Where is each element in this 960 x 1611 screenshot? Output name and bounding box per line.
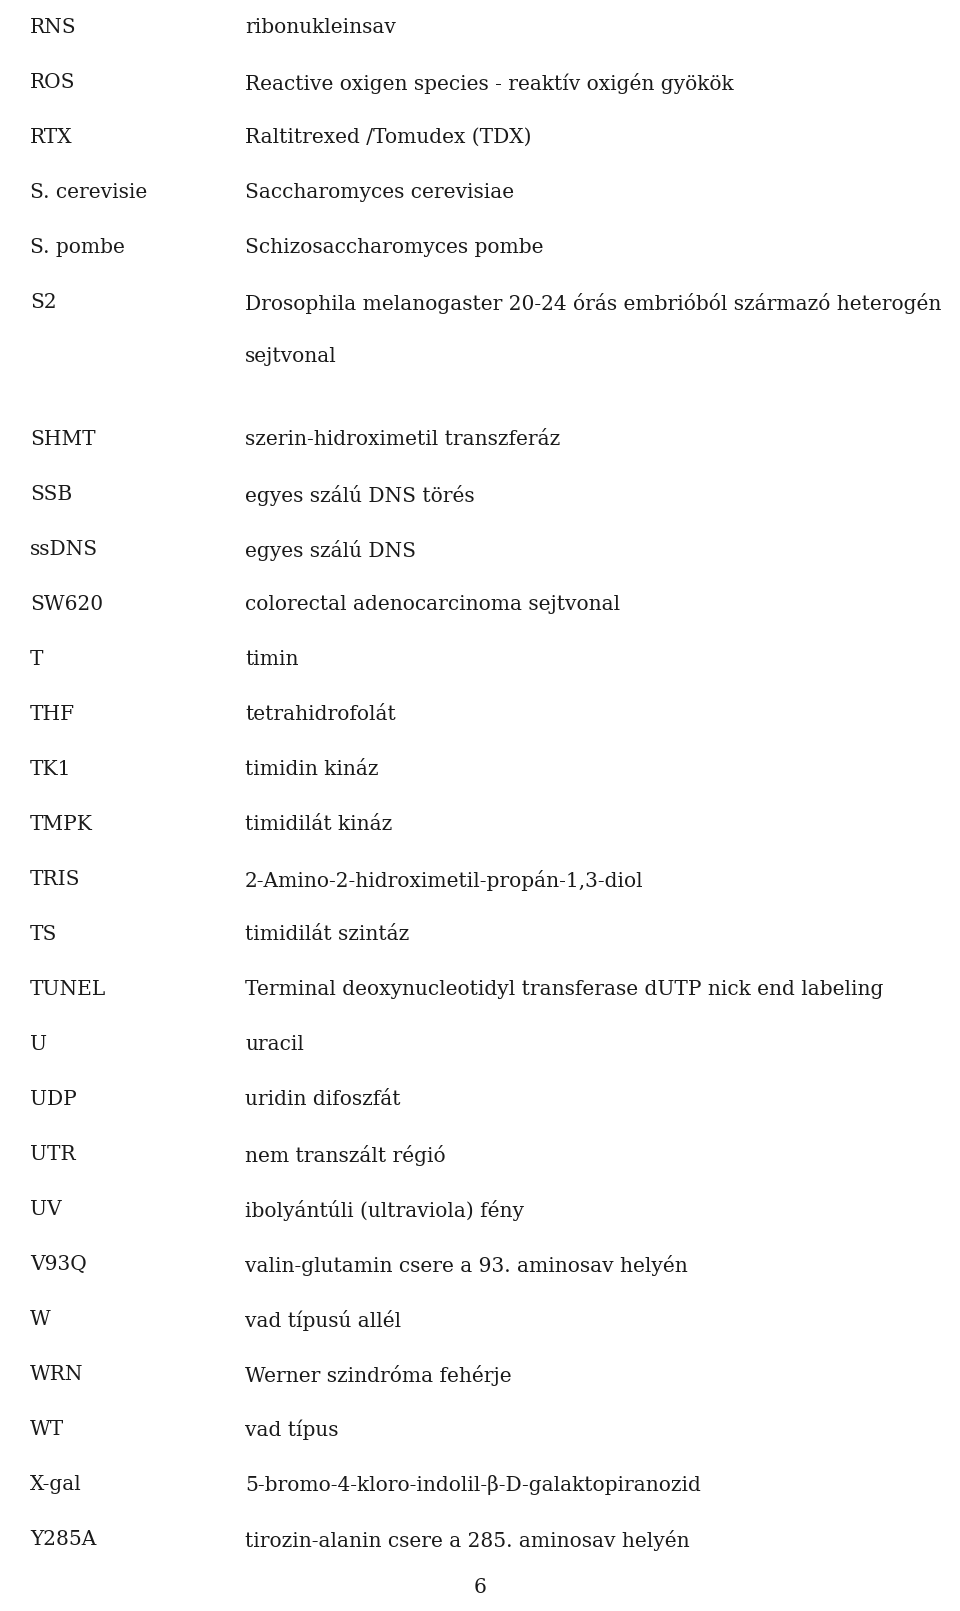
Text: V93Q: V93Q: [30, 1255, 86, 1274]
Text: Reactive oxigen species - reaktív oxigén gyökök: Reactive oxigen species - reaktív oxigén…: [245, 72, 733, 93]
Text: timidilát szintáz: timidilát szintáz: [245, 925, 409, 944]
Text: UTR: UTR: [30, 1145, 76, 1165]
Text: U: U: [30, 1034, 47, 1054]
Text: ROS: ROS: [30, 72, 76, 92]
Text: 6: 6: [473, 1579, 487, 1597]
Text: ribonukleinsav: ribonukleinsav: [245, 18, 396, 37]
Text: vad típus: vad típus: [245, 1419, 339, 1440]
Text: timidilát kináz: timidilát kináz: [245, 815, 393, 834]
Text: ssDNS: ssDNS: [30, 540, 98, 559]
Text: vad típusú allél: vad típusú allél: [245, 1310, 401, 1331]
Text: UV: UV: [30, 1200, 61, 1220]
Text: valin-glutamin csere a 93. aminosav helyén: valin-glutamin csere a 93. aminosav hely…: [245, 1255, 687, 1276]
Text: W: W: [30, 1310, 51, 1329]
Text: TK1: TK1: [30, 760, 71, 780]
Text: SHMT: SHMT: [30, 430, 96, 449]
Text: egyes szálú DNS: egyes szálú DNS: [245, 540, 416, 561]
Text: WRN: WRN: [30, 1365, 84, 1384]
Text: Terminal deoxynucleotidyl transferase dUTP nick end labeling: Terminal deoxynucleotidyl transferase dU…: [245, 979, 883, 999]
Text: tetrahidrofolát: tetrahidrofolát: [245, 706, 396, 723]
Text: S2: S2: [30, 293, 57, 313]
Text: SSB: SSB: [30, 485, 72, 504]
Text: Raltitrexed /Tomudex (TDX): Raltitrexed /Tomudex (TDX): [245, 127, 532, 147]
Text: sejtvonal: sejtvonal: [245, 346, 337, 366]
Text: T: T: [30, 649, 43, 669]
Text: 2-Amino-2-hidroximetil-propán-1,3-diol: 2-Amino-2-hidroximetil-propán-1,3-diol: [245, 870, 643, 891]
Text: TRIS: TRIS: [30, 870, 81, 889]
Text: RTX: RTX: [30, 127, 73, 147]
Text: S. pombe: S. pombe: [30, 238, 125, 258]
Text: nem transzált régió: nem transzált régió: [245, 1145, 445, 1166]
Text: RNS: RNS: [30, 18, 77, 37]
Text: Saccharomyces cerevisiae: Saccharomyces cerevisiae: [245, 184, 515, 201]
Text: Schizosaccharomyces pombe: Schizosaccharomyces pombe: [245, 238, 543, 258]
Text: TUNEL: TUNEL: [30, 979, 107, 999]
Text: UDP: UDP: [30, 1091, 77, 1108]
Text: ibolyántúli (ultraviola) fény: ibolyántúli (ultraviola) fény: [245, 1200, 524, 1221]
Text: Werner szindróma fehérje: Werner szindróma fehérje: [245, 1365, 512, 1385]
Text: uridin difoszfát: uridin difoszfát: [245, 1091, 400, 1108]
Text: TMPK: TMPK: [30, 815, 93, 834]
Text: egyes szálú DNS törés: egyes szálú DNS törés: [245, 485, 474, 506]
Text: S. cerevisie: S. cerevisie: [30, 184, 147, 201]
Text: TS: TS: [30, 925, 58, 944]
Text: SW620: SW620: [30, 594, 103, 614]
Text: 5-bromo-4-kloro-indolil-β-D-galaktopiranozid: 5-bromo-4-kloro-indolil-β-D-galaktopiran…: [245, 1476, 701, 1495]
Text: colorectal adenocarcinoma sejtvonal: colorectal adenocarcinoma sejtvonal: [245, 594, 620, 614]
Text: timin: timin: [245, 649, 299, 669]
Text: uracil: uracil: [245, 1034, 304, 1054]
Text: WT: WT: [30, 1419, 64, 1439]
Text: tirozin-alanin csere a 285. aminosav helyén: tirozin-alanin csere a 285. aminosav hel…: [245, 1530, 689, 1551]
Text: Drosophila melanogaster 20-24 órás embrióból származó heterogén: Drosophila melanogaster 20-24 órás embri…: [245, 293, 942, 314]
Text: timidin kináz: timidin kináz: [245, 760, 378, 780]
Text: X-gal: X-gal: [30, 1476, 82, 1493]
Text: szerin-hidroximetil transzferáz: szerin-hidroximetil transzferáz: [245, 430, 561, 449]
Text: THF: THF: [30, 706, 75, 723]
Text: Y285A: Y285A: [30, 1530, 96, 1550]
